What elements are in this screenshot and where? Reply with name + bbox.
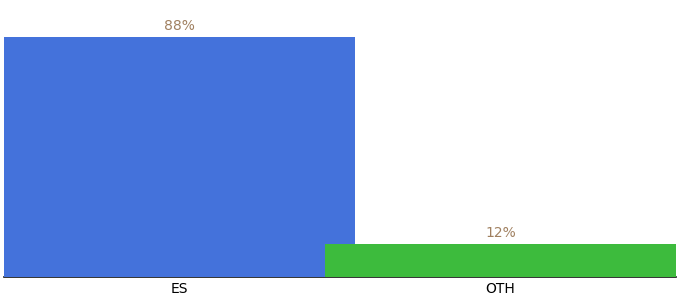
Bar	[326, 244, 676, 277]
Bar	[4, 37, 354, 277]
Text: 12%: 12%	[486, 226, 516, 240]
Text: 88%: 88%	[164, 19, 195, 33]
